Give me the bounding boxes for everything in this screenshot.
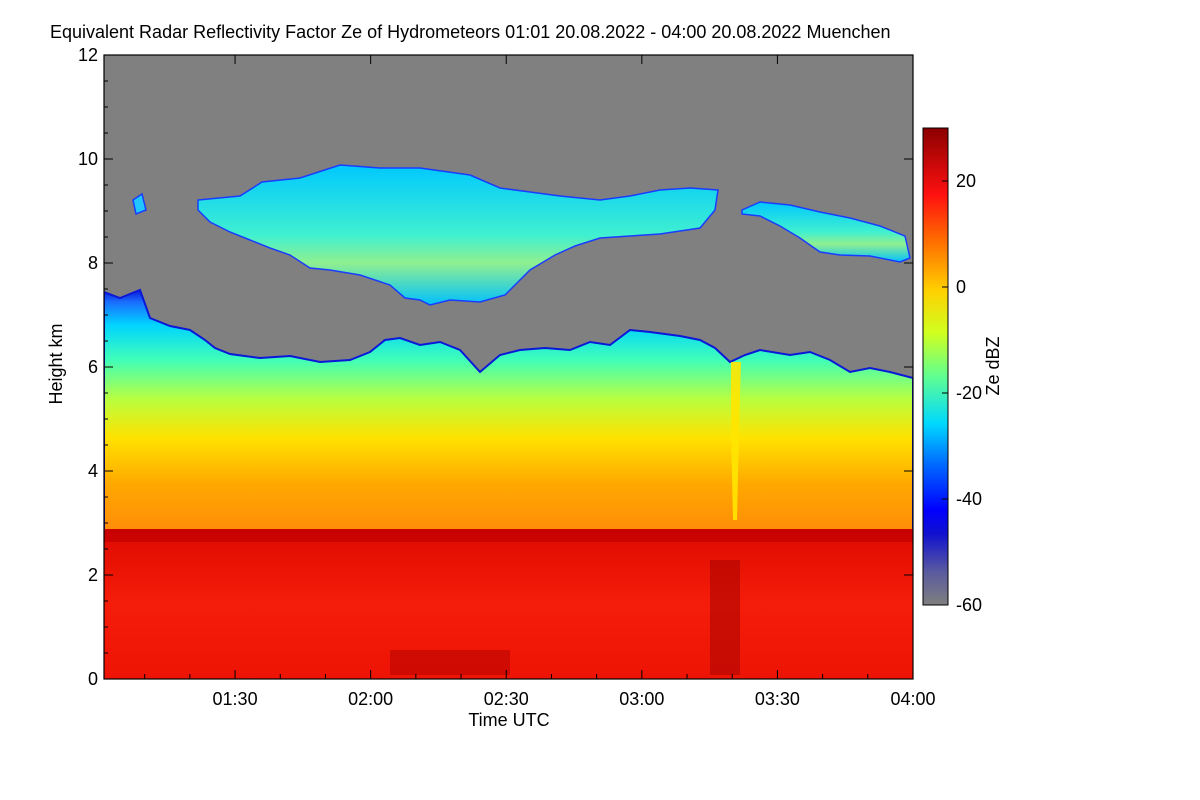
y-tick-label: 0 — [88, 669, 98, 689]
x-axis: 01:30 02:00 02:30 03:00 03:30 04:00 — [144, 55, 936, 709]
cirrus-fragment — [132, 192, 147, 216]
colorbar-tick-label: 0 — [956, 277, 966, 297]
cirrus-cloud-east — [741, 201, 911, 263]
bright-band — [104, 530, 913, 542]
colorbar-tick-label: 20 — [956, 171, 976, 191]
x-tick-label: 03:00 — [619, 689, 664, 709]
y-tick-label: 12 — [78, 45, 98, 65]
y-tick-label: 6 — [88, 357, 98, 377]
colorbar — [922, 127, 949, 606]
colorbar-tick-label: -40 — [956, 489, 982, 509]
y-tick-label: 2 — [88, 565, 98, 585]
colorbar-ticks: -60 -40 -20 0 20 — [942, 171, 982, 615]
x-tick-label: 02:00 — [348, 689, 393, 709]
y-tick-label: 4 — [88, 461, 98, 481]
colorbar-label: Ze dBZ — [983, 336, 1003, 395]
fall-streak — [731, 362, 741, 520]
chart-title: Equivalent Radar Reflectivity Factor Ze … — [50, 22, 891, 42]
colorbar-tick-label: -60 — [956, 595, 982, 615]
reflectivity-field — [104, 55, 913, 679]
x-tick-label: 02:30 — [484, 689, 529, 709]
x-axis-label: Time UTC — [468, 710, 549, 730]
x-tick-label: 01:30 — [213, 689, 258, 709]
x-tick-label: 03:30 — [755, 689, 800, 709]
y-tick-label: 8 — [88, 253, 98, 273]
y-tick-label: 10 — [78, 149, 98, 169]
y-axis-label: Height km — [46, 323, 66, 404]
x-tick-label: 04:00 — [890, 689, 935, 709]
y-axis: 0 2 4 6 8 10 12 — [78, 45, 913, 689]
colorbar-tick-label: -20 — [956, 383, 982, 403]
cirrus-cloud-main — [197, 164, 719, 306]
